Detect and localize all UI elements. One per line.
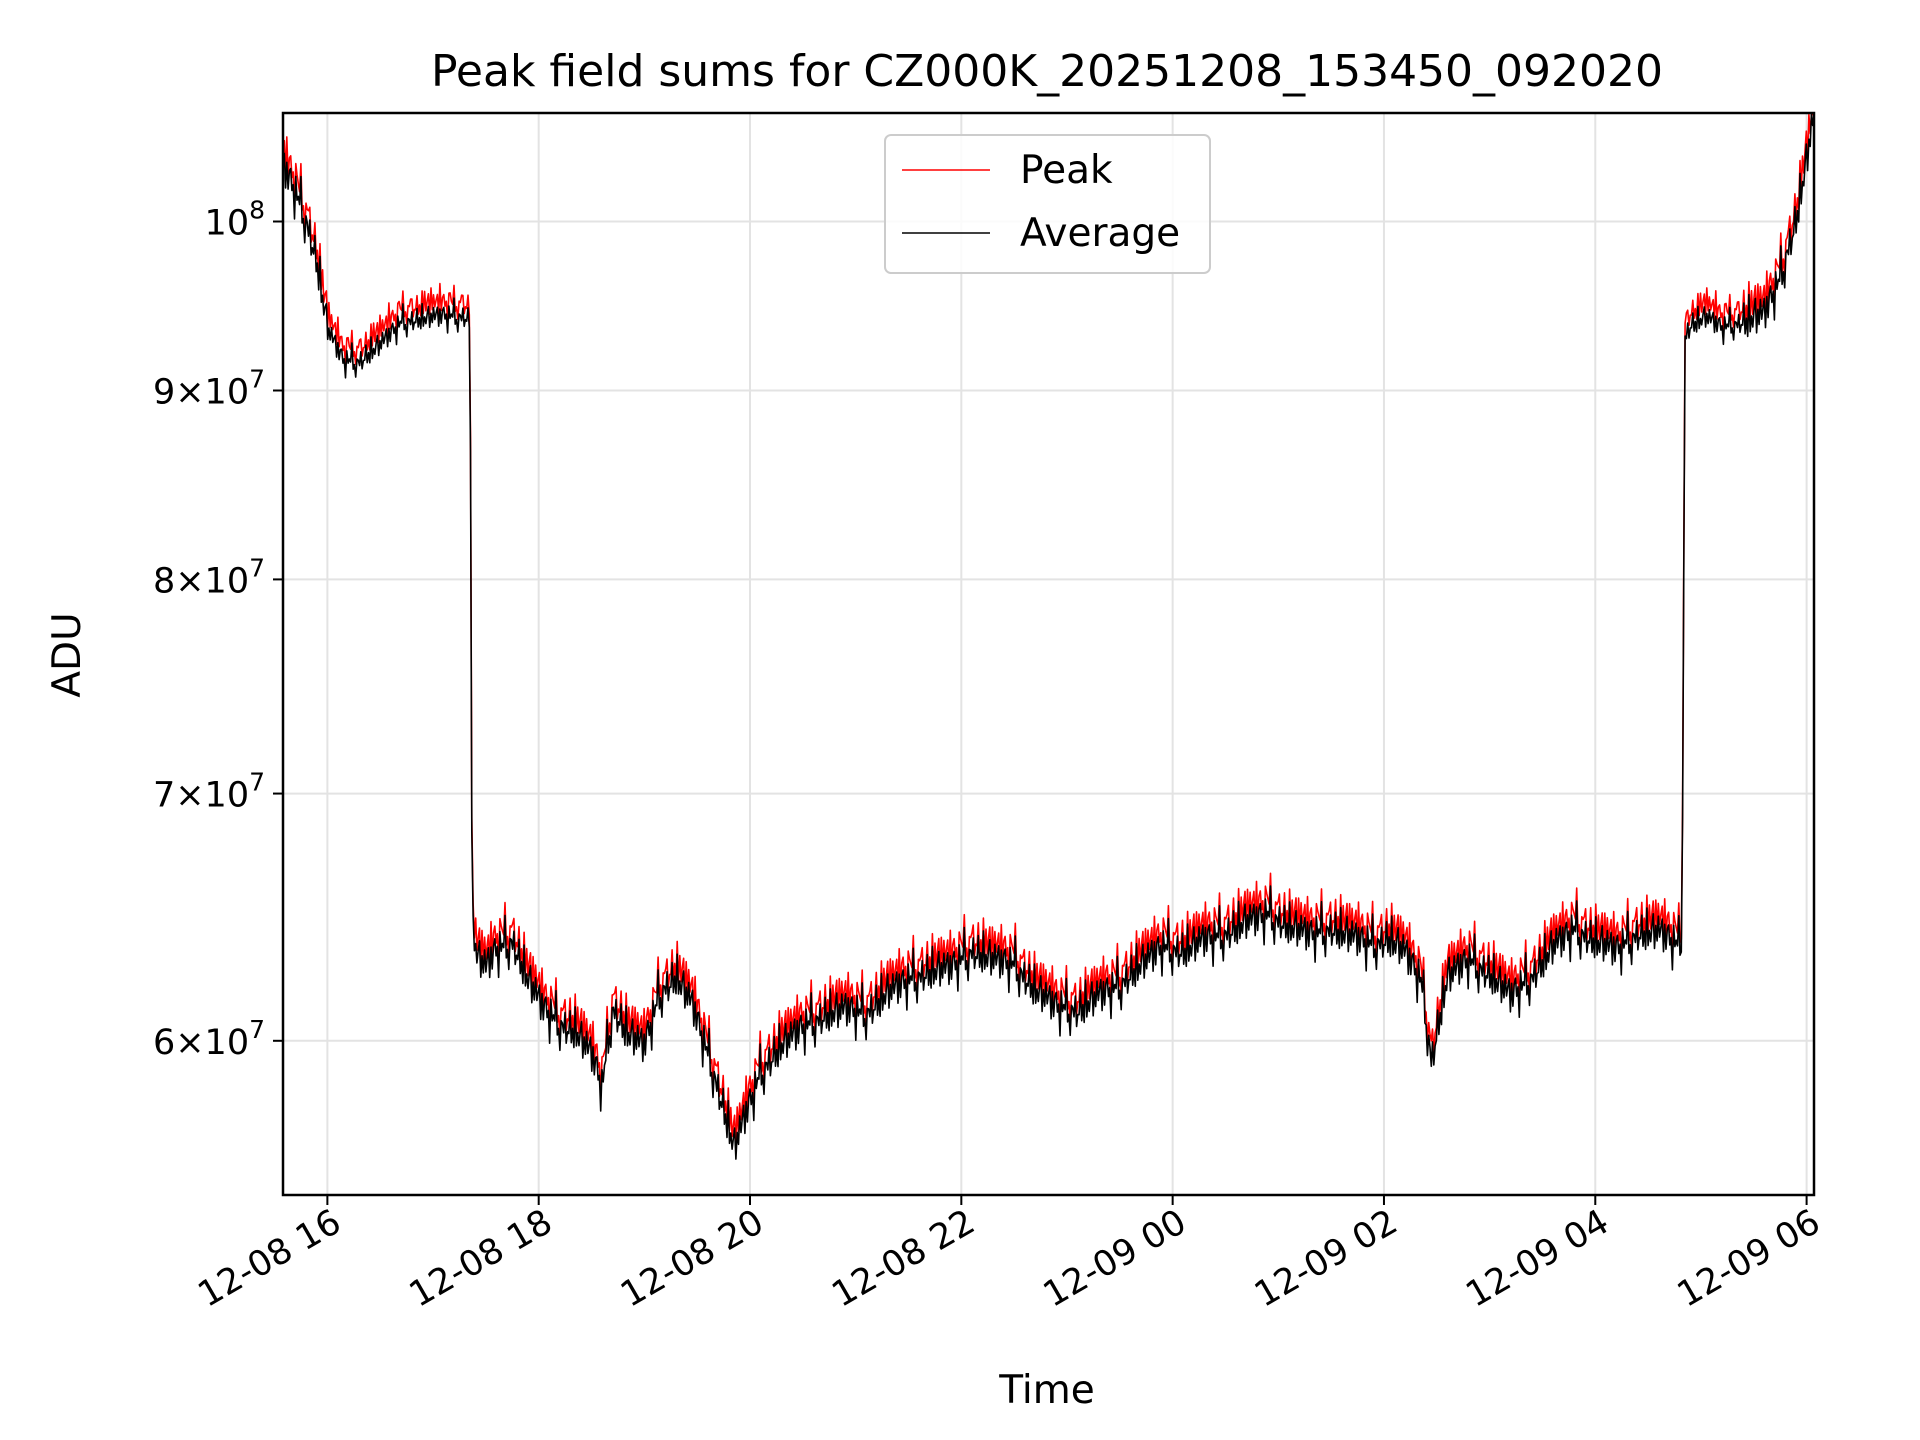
y-tick-label: 108 (205, 196, 265, 244)
y-axis-label: ADU (45, 612, 90, 697)
legend-label-average: Average (1020, 211, 1180, 256)
y-tick-label: 6×107 (153, 1015, 265, 1063)
series-layer (282, 113, 1815, 1160)
plot-frame (281, 111, 1816, 1197)
y-tick-label: 7×107 (153, 768, 265, 816)
legend: Peak Average (884, 134, 1211, 274)
chart-title: Peak field sums for CZ000K_20251208_1534… (431, 46, 1663, 97)
y-tick-label: 8×107 (153, 553, 265, 601)
legend-label-peak: Peak (1020, 148, 1113, 193)
series-line-average (282, 113, 1815, 1160)
series-line-peak (282, 113, 1814, 1148)
y-tick-label: 9×107 (153, 364, 265, 412)
x-axis-label: Time (998, 1368, 1094, 1413)
y-axis: 6×107 7×107 8×107 9×107 108 (153, 196, 283, 1063)
x-gridlines (326, 113, 1808, 1195)
